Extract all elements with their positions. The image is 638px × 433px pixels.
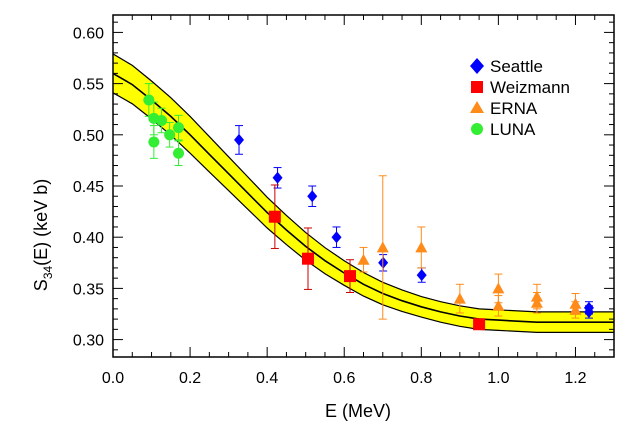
diamond-marker-icon <box>470 58 484 74</box>
y-axis-title-rest: (E) (keV b) <box>31 179 51 266</box>
legend-label: LUNA <box>490 120 536 139</box>
data-point <box>453 292 466 304</box>
legend: Seattle Weizmann ERNA LUNA <box>470 57 570 139</box>
y-axis-title-main: S <box>31 279 51 291</box>
data-point <box>143 94 155 106</box>
triangle-marker-icon <box>470 101 484 113</box>
circle-marker-icon <box>471 123 483 135</box>
data-point <box>530 296 543 308</box>
x-tick-label: 0.2 <box>179 370 201 387</box>
legend-item-seattle: Seattle <box>470 57 543 76</box>
y-tick-label: 0.50 <box>73 128 104 145</box>
data-point <box>492 299 505 311</box>
data-point <box>357 253 370 265</box>
data-point <box>148 136 160 148</box>
x-tick-label: 0.4 <box>256 370 278 387</box>
y-tick-label: 0.45 <box>73 179 104 196</box>
data-point <box>583 301 594 314</box>
y-tick-label: 0.35 <box>73 281 104 298</box>
band-lower-edge <box>113 92 614 333</box>
data-point <box>272 171 283 184</box>
x-axis-title: E (MeV) <box>325 401 391 421</box>
data-point <box>416 269 427 282</box>
data-point <box>307 190 318 203</box>
data-point <box>376 241 389 253</box>
fit-curve <box>113 72 614 323</box>
x-tick-label: 1.2 <box>564 370 586 387</box>
data-point <box>344 270 357 283</box>
data-point <box>268 210 281 223</box>
data-point <box>473 318 486 331</box>
legend-label: Weizmann <box>490 78 570 97</box>
data-point <box>156 114 168 126</box>
legend-item-weizmann: Weizmann <box>471 78 570 97</box>
square-marker-icon <box>471 81 483 93</box>
legend-item-luna: LUNA <box>471 120 536 139</box>
data-point <box>415 241 428 253</box>
data-point <box>302 252 315 265</box>
y-tick-label: 0.55 <box>73 77 104 94</box>
x-tick-label: 1.0 <box>487 370 509 387</box>
data-point <box>569 303 582 315</box>
x-tick-label: 0.8 <box>410 370 432 387</box>
y-tick-label: 0.60 <box>73 25 104 42</box>
y-axis-title: S34(E) (keV b) <box>31 179 55 291</box>
series-erna <box>357 175 582 320</box>
legend-label: ERNA <box>490 99 538 118</box>
x-tick-label: 0.6 <box>333 370 355 387</box>
data-point <box>164 129 176 141</box>
legend-item-erna: ERNA <box>470 99 538 118</box>
data-point <box>234 133 245 146</box>
data-point <box>331 231 342 244</box>
legend-label: Seattle <box>490 57 543 76</box>
axes: 0.0 0.2 0.4 0.6 0.8 1.0 1.2 0.30 0.35 0.40 0.45 0.5… <box>73 14 615 387</box>
series-luna <box>143 83 185 167</box>
y-tick-label: 0.30 <box>73 333 104 350</box>
data-point <box>173 147 185 159</box>
data-point <box>492 282 505 294</box>
uncertainty-band <box>113 53 614 333</box>
series-weizmann <box>268 184 486 331</box>
x-tick-label: 0.0 <box>102 370 124 387</box>
y-tick-label: 0.40 <box>73 230 104 247</box>
plot-area <box>113 53 614 333</box>
y-axis-title-subscript: 34 <box>41 266 55 280</box>
data-point <box>173 122 185 134</box>
